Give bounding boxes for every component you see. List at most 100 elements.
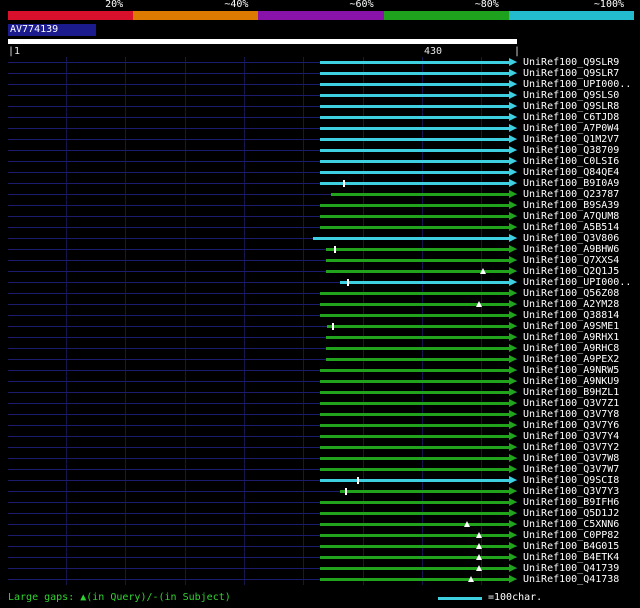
alignment-bar[interactable] (325, 336, 509, 339)
hit-label[interactable]: UniRef100_Q3V7Z1 (523, 398, 620, 409)
alignment-bar[interactable] (325, 347, 509, 350)
hit-label[interactable]: UniRef100_A9BHW6 (523, 244, 620, 255)
alignment-bar[interactable] (320, 446, 509, 449)
hit-label[interactable]: UniRef100_Q3V7Y6 (523, 420, 620, 431)
hit-label[interactable]: UniRef100_A9RHC8 (523, 343, 620, 354)
alignment-bar[interactable] (320, 567, 509, 570)
identity-scale-labels: 20% ~40% ~60% ~80% ~100% (8, 0, 634, 10)
alignment-bar[interactable] (340, 281, 509, 284)
alignment-bar[interactable] (320, 402, 509, 405)
alignment-bar[interactable] (320, 105, 509, 108)
alignment-bar[interactable] (325, 259, 509, 262)
alignment-bar[interactable] (320, 501, 509, 504)
hit-label[interactable]: UniRef100_Q5D1J2 (523, 508, 620, 519)
alignment-bar[interactable] (320, 127, 509, 130)
alignment-bar[interactable] (327, 325, 509, 328)
alignment-bar[interactable] (320, 369, 509, 372)
alignment-bar[interactable] (320, 182, 509, 185)
alignment-bar[interactable] (320, 160, 509, 163)
hit-label[interactable]: UniRef100_UPI000.. (523, 277, 632, 288)
alignment-row: UniRef100_Q3V7Z1 (8, 398, 640, 409)
hit-label[interactable]: UniRef100_B4G015 (523, 541, 620, 552)
alignment-bar[interactable] (320, 523, 509, 526)
hit-label[interactable]: UniRef100_C5XNN6 (523, 519, 620, 530)
hit-label[interactable]: UniRef100_A5B514 (523, 222, 620, 233)
hit-label[interactable]: UniRef100_UPI000.. (523, 79, 632, 90)
alignment-bar[interactable] (320, 380, 509, 383)
hit-label[interactable]: UniRef100_B9I0A9 (523, 178, 620, 189)
alignment-bar[interactable] (320, 83, 509, 86)
hit-label[interactable]: UniRef100_Q38814 (523, 310, 620, 321)
alignment-bar[interactable] (320, 138, 509, 141)
hit-label[interactable]: UniRef100_Q7XXS4 (523, 255, 620, 266)
alignment-bar[interactable] (325, 270, 509, 273)
hit-label[interactable]: UniRef100_Q9SLR8 (523, 101, 620, 112)
alignment-bar[interactable] (325, 248, 509, 251)
hit-label[interactable]: UniRef100_Q9SLR9 (523, 57, 620, 68)
hit-label[interactable]: UniRef100_A7P0W4 (523, 123, 620, 134)
hit-label[interactable]: UniRef100_Q41738 (523, 574, 620, 585)
alignment-bar[interactable] (320, 468, 509, 471)
alignment-bar[interactable] (320, 292, 509, 295)
hit-label[interactable]: UniRef100_A9SME1 (523, 321, 620, 332)
hit-label[interactable]: UniRef100_Q3V806 (523, 233, 620, 244)
hit-label[interactable]: UniRef100_B9SA39 (523, 200, 620, 211)
hit-label[interactable]: UniRef100_Q3V7Y8 (523, 409, 620, 420)
alignment-bar[interactable] (325, 358, 509, 361)
alignment-bar[interactable] (320, 215, 509, 218)
alignment-bar[interactable] (320, 391, 509, 394)
alignment-bar[interactable] (320, 545, 509, 548)
alignment-bar[interactable] (320, 457, 509, 460)
hit-label[interactable]: UniRef100_Q3V7Y2 (523, 442, 620, 453)
hit-label[interactable]: UniRef100_Q3V7W7 (523, 464, 620, 475)
hit-label[interactable]: UniRef100_Q1M2V7 (523, 134, 620, 145)
alignment-bar[interactable] (320, 72, 509, 75)
hit-label[interactable]: UniRef100_Q23787 (523, 189, 620, 200)
alignment-bar[interactable] (320, 424, 509, 427)
alignment-bar[interactable] (320, 116, 509, 119)
alignment-bar[interactable] (320, 61, 509, 64)
hit-label[interactable]: UniRef100_Q3V7Y3 (523, 486, 620, 497)
hit-label[interactable]: UniRef100_Q3V7W8 (523, 453, 620, 464)
alignment-bar[interactable] (320, 435, 509, 438)
alignment-bar[interactable] (320, 149, 509, 152)
hit-label[interactable]: UniRef100_B4ETK4 (523, 552, 620, 563)
alignment-bar[interactable] (320, 534, 509, 537)
alignment-bar[interactable] (320, 94, 509, 97)
row-track (8, 106, 517, 107)
hit-label[interactable]: UniRef100_C0PP82 (523, 530, 620, 541)
hit-label[interactable]: UniRef100_Q2Q1J5 (523, 266, 620, 277)
hit-label[interactable]: UniRef100_Q41739 (523, 563, 620, 574)
alignment-bar[interactable] (312, 237, 509, 240)
alignment-bar[interactable] (330, 193, 509, 196)
alignment-bar[interactable] (320, 171, 509, 174)
hit-label[interactable]: UniRef100_Q9SCI8 (523, 475, 620, 486)
alignment-bar[interactable] (320, 226, 509, 229)
hit-label[interactable]: UniRef100_C0LSI6 (523, 156, 620, 167)
hit-label[interactable]: UniRef100_Q38709 (523, 145, 620, 156)
hit-label[interactable]: UniRef100_Q9SLR7 (523, 68, 620, 79)
hit-label[interactable]: UniRef100_A9RHX1 (523, 332, 620, 343)
row-track (8, 381, 517, 382)
hit-label[interactable]: UniRef100_Q84QE4 (523, 167, 620, 178)
hit-label[interactable]: UniRef100_C6TJD8 (523, 112, 620, 123)
hit-label[interactable]: UniRef100_Q3V7Y4 (523, 431, 620, 442)
hit-label[interactable]: UniRef100_A9NRW5 (523, 365, 620, 376)
alignment-bar[interactable] (340, 490, 509, 493)
hit-label[interactable]: UniRef100_B9IFH6 (523, 497, 620, 508)
hit-label[interactable]: UniRef100_A9PEX2 (523, 354, 620, 365)
alignment-bar[interactable] (320, 314, 509, 317)
alignment-bar[interactable] (320, 479, 509, 482)
hit-label[interactable]: UniRef100_A2YM28 (523, 299, 620, 310)
alignment-bar[interactable] (320, 303, 509, 306)
alignment-bar[interactable] (320, 204, 509, 207)
alignment-bar[interactable] (320, 512, 509, 515)
alignment-bar[interactable] (320, 413, 509, 416)
hit-label[interactable]: UniRef100_B9HZL1 (523, 387, 620, 398)
hit-label[interactable]: UniRef100_Q56Z08 (523, 288, 620, 299)
alignment-bar[interactable] (320, 578, 509, 581)
hit-label[interactable]: UniRef100_Q9SLS0 (523, 90, 620, 101)
alignment-bar[interactable] (320, 556, 509, 559)
hit-label[interactable]: UniRef100_A9NKU9 (523, 376, 620, 387)
hit-label[interactable]: UniRef100_A7QUM8 (523, 211, 620, 222)
